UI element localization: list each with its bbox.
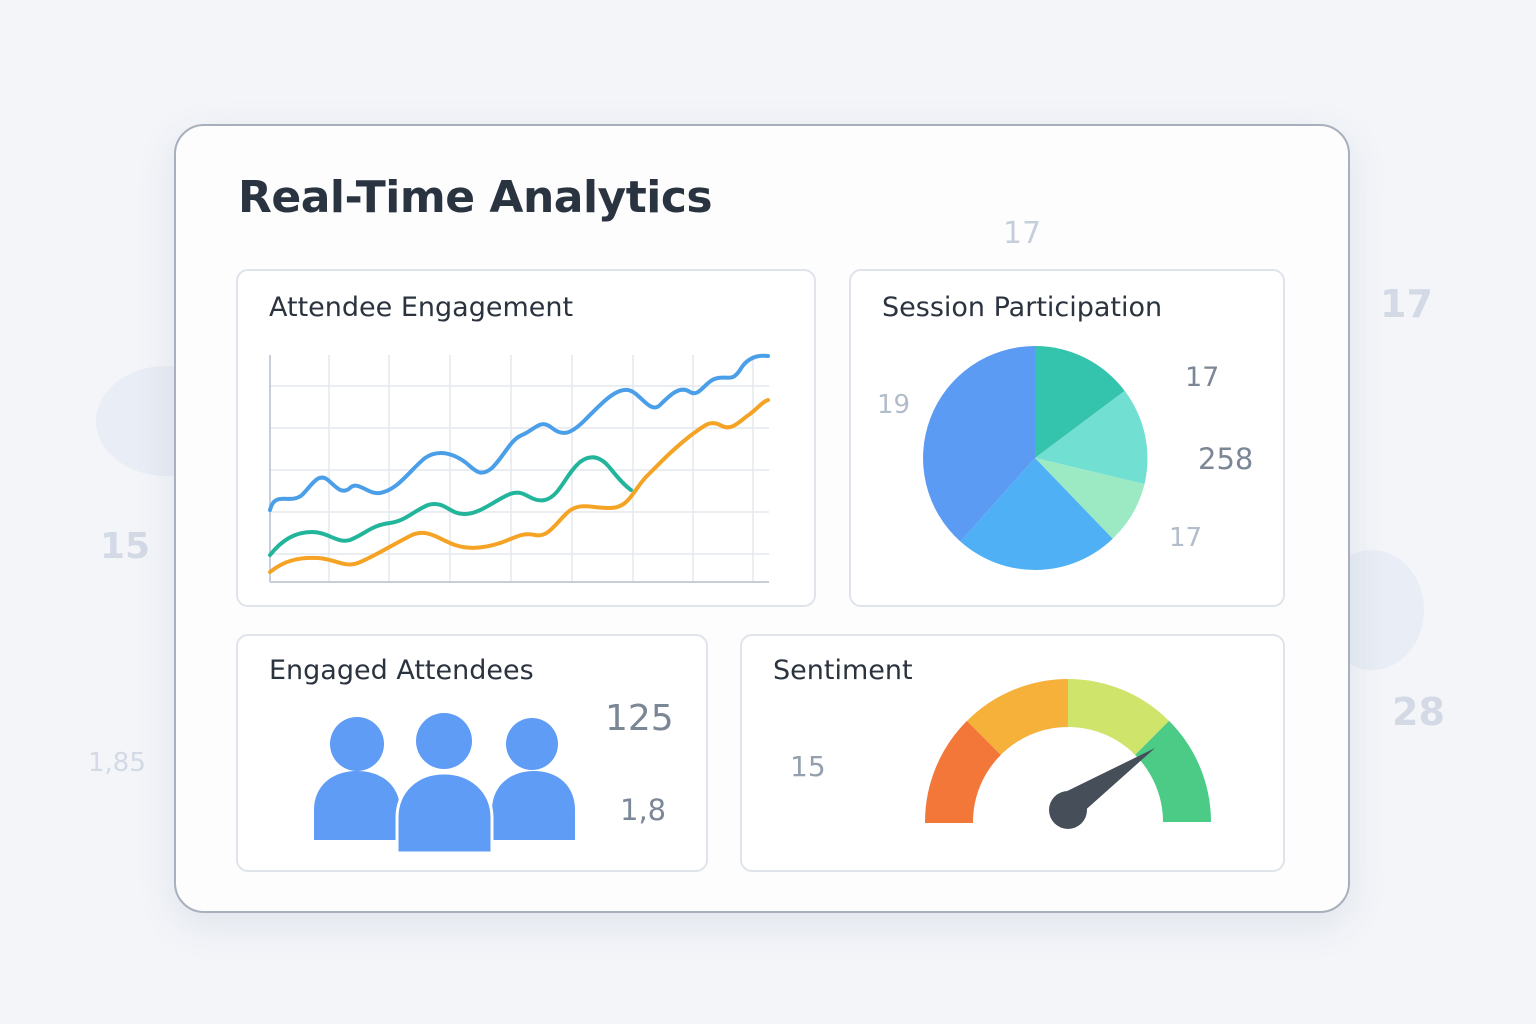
pie-label-right: 258 [1198,442,1254,476]
session-participation-title: Session Participation [882,292,1163,323]
pie-label-bottom-right: 17 [1169,523,1203,553]
header-number: 17 [1003,216,1042,251]
background-number: 15 [100,526,151,567]
pie-label-left: 19 [877,390,911,420]
engaged-attendees-title: Engaged Attendees [269,655,534,686]
pie-label-top-right: 17 [1185,362,1220,393]
sentiment-side-value: 15 [790,750,826,783]
background-number: 28 [1392,690,1445,734]
page-title: Real-Time Analytics [238,172,713,223]
engaged-primary-value: 125 [605,698,674,739]
engaged-secondary-value: 1,8 [620,793,667,827]
background-number: 17 [1380,282,1433,326]
attendee-engagement-title: Attendee Engagement [269,292,574,323]
sentiment-title: Sentiment [773,655,913,686]
background-number: 1,85 [88,748,146,778]
